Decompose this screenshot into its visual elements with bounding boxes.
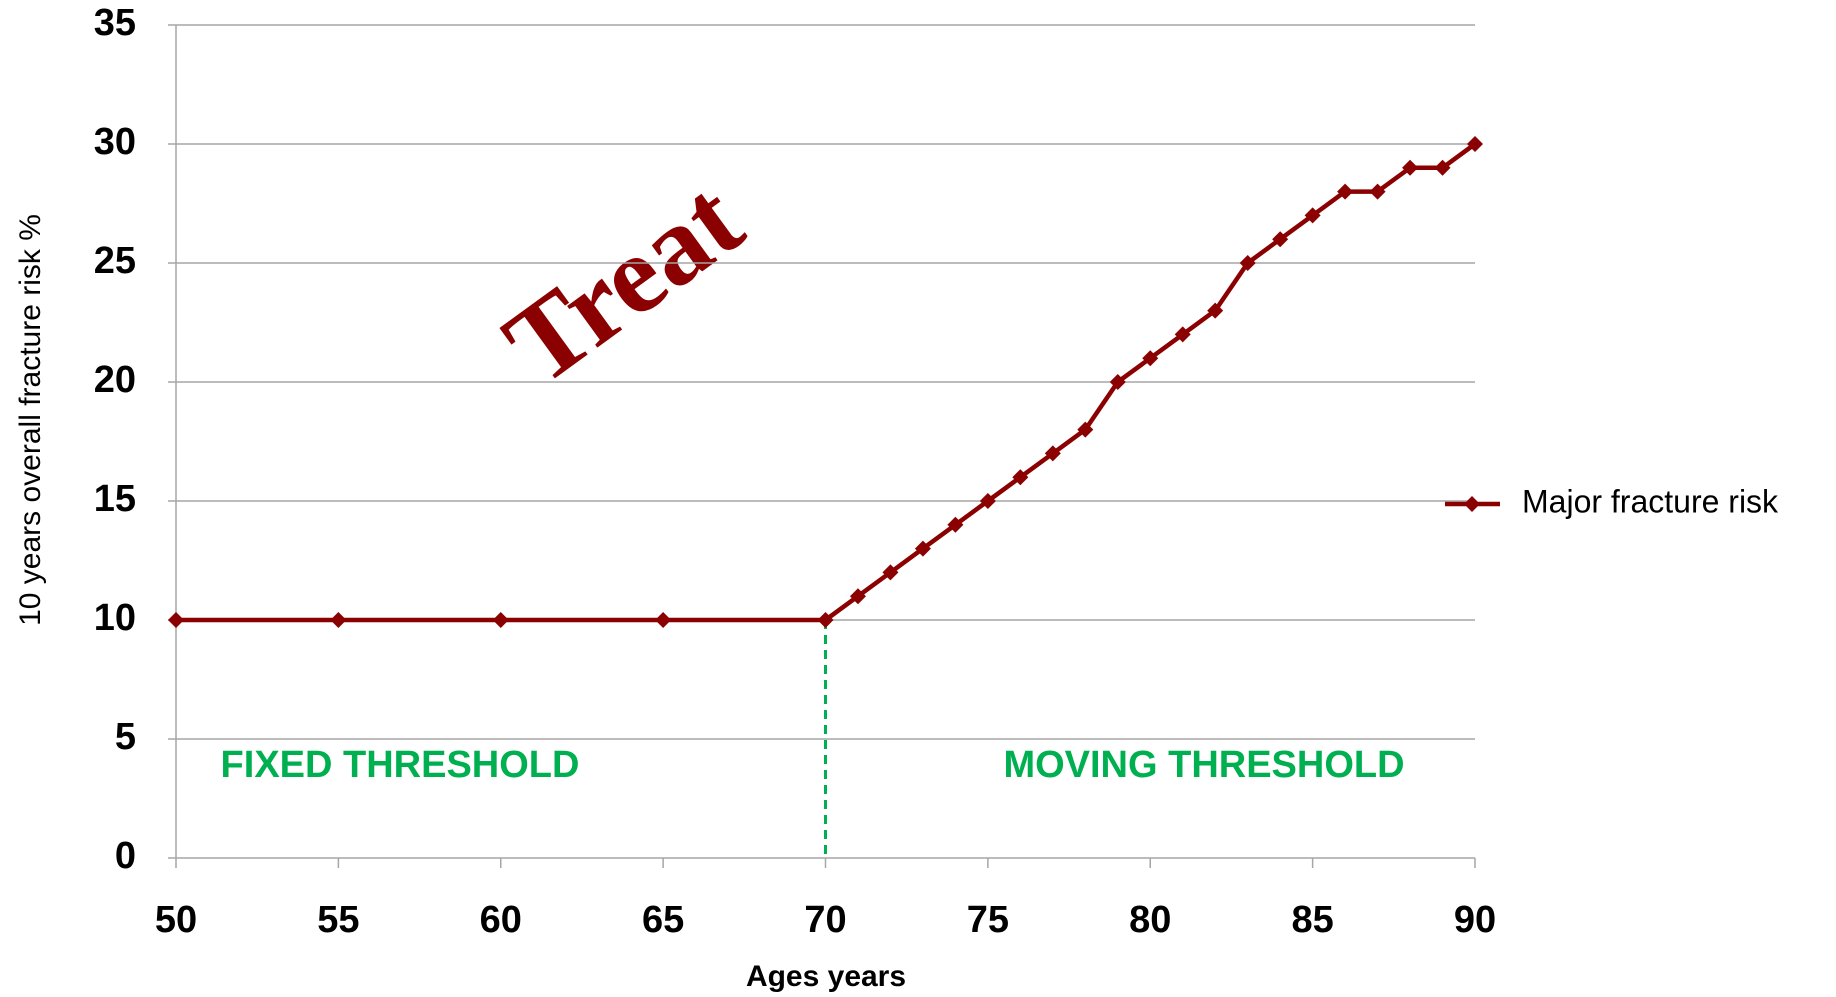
marker [849, 588, 866, 605]
marker [914, 540, 931, 557]
marker [655, 612, 672, 628]
marker [1174, 326, 1191, 343]
marker [330, 612, 347, 628]
marker [979, 493, 996, 509]
marker [1077, 421, 1094, 438]
x-axis-title: Ages years [746, 960, 906, 993]
marker [1142, 350, 1159, 367]
marker [1012, 469, 1029, 486]
treat-label: Treat [483, 157, 764, 408]
legend-marker [1464, 496, 1480, 512]
y-tick-label: 0 [115, 835, 136, 877]
marker [882, 564, 899, 581]
y-tick-label: 15 [94, 478, 136, 520]
marker [1369, 183, 1386, 200]
marker [1304, 207, 1321, 224]
y-tick-label: 10 [94, 597, 136, 639]
marker [1109, 374, 1126, 390]
x-tick-label: 55 [317, 899, 359, 941]
x-tick-label: 80 [1129, 899, 1171, 941]
x-tick-label: 85 [1291, 899, 1333, 941]
marker [947, 516, 964, 533]
x-tick-label: 65 [642, 899, 684, 941]
zone-label: FIXED THRESHOLD [221, 744, 580, 786]
x-tick-label: 50 [155, 899, 197, 941]
marker [1402, 159, 1419, 176]
marker [1272, 231, 1289, 248]
marker [1337, 183, 1354, 200]
zone-label: MOVING THRESHOLD [1003, 744, 1404, 786]
y-tick-label: 30 [94, 121, 136, 163]
marker [1207, 302, 1224, 319]
marker [817, 612, 834, 628]
marker [1239, 255, 1256, 271]
y-tick-label: 20 [94, 359, 136, 401]
marker [1044, 445, 1061, 462]
x-tick-label: 70 [804, 899, 846, 941]
y-tick-label: 35 [94, 2, 136, 44]
y-axis-title: 10 years overall fracture risk % [14, 214, 47, 626]
marker [492, 612, 509, 628]
marker [1467, 136, 1483, 152]
legend-label: Major fracture risk [1522, 483, 1779, 519]
y-tick-label: 5 [115, 716, 136, 758]
x-tick-label: 90 [1454, 899, 1496, 941]
y-tick-label: 25 [94, 240, 136, 282]
marker [1434, 159, 1451, 176]
marker [168, 612, 184, 628]
x-tick-label: 75 [967, 899, 1009, 941]
x-tick-label: 60 [480, 899, 522, 941]
